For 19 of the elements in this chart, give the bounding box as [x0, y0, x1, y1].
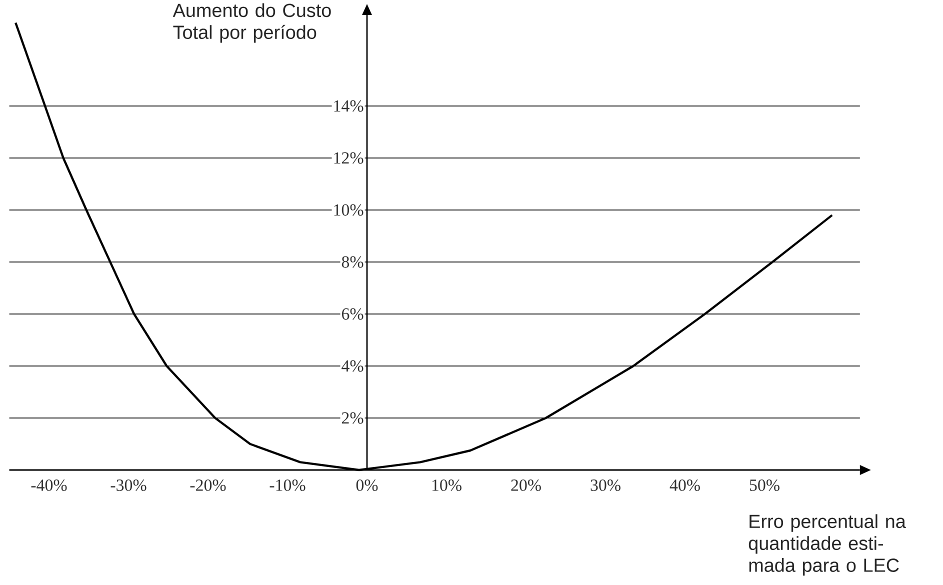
x-tick-label: 40%: [670, 479, 700, 491]
x-tick-label: 50%: [750, 479, 780, 491]
y-axis-title: Aumento do Custo Total por período: [172, 3, 331, 43]
x-tick-label: 30%: [590, 479, 620, 491]
x-axis-title: Erro percentual na quantidade esti-mada para o LEC: [748, 514, 906, 576]
y-tick-label: 4%: [342, 360, 364, 372]
x-tick-label: 0%: [356, 479, 378, 491]
x-tick-label: 10%: [432, 479, 462, 491]
x-tick-label: -30%: [110, 479, 146, 491]
y-tick-label: 8%: [342, 256, 364, 268]
x-tick-label: -20%: [190, 479, 226, 491]
y-tick-label: 6%: [342, 308, 364, 320]
y-tick-label: 14%: [334, 100, 364, 112]
y-tick-label: 10%: [334, 204, 364, 216]
y-tick-label: 12%: [334, 152, 364, 164]
x-tick-label: 20%: [511, 479, 541, 491]
x-tick-label: -10%: [270, 479, 306, 491]
x-tick-label: -40%: [31, 479, 67, 491]
y-tick-label: 2%: [342, 412, 364, 424]
